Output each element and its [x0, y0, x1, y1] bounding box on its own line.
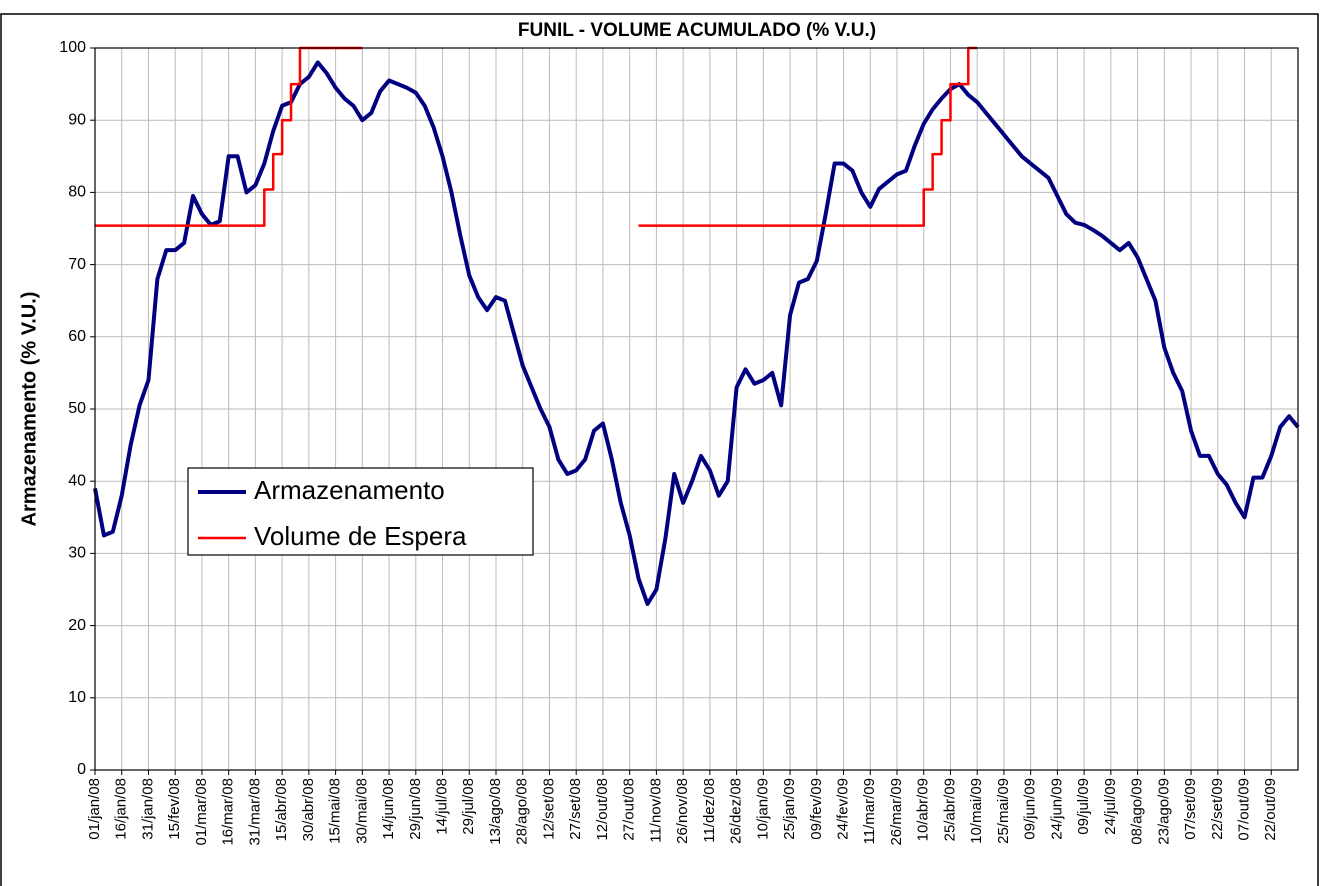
y-tick-label: 10: [68, 689, 86, 706]
y-tick-label: 40: [68, 472, 86, 489]
x-tick-label: 11/mar/09: [861, 778, 878, 844]
x-tick-label: 01/mar/08: [193, 778, 210, 846]
x-tick-label: 12/out/08: [594, 778, 611, 841]
y-tick-label: 50: [68, 400, 86, 417]
y-tick-label: 90: [68, 111, 86, 128]
chart-frame: [0, 13, 1319, 886]
x-tick-label: 31/mar/08: [246, 778, 263, 846]
x-tick-label: 14/jul/08: [434, 778, 451, 835]
x-tick-label: 29/jul/08: [460, 778, 477, 835]
legend-box: [187, 467, 534, 556]
x-tick-label: 24/jul/09: [1102, 778, 1119, 835]
x-tick-label: 16/mar/08: [220, 778, 237, 846]
x-tick-label: 13/ago/08: [487, 778, 504, 845]
x-tick-label: 11/dez/08: [701, 778, 718, 843]
legend-label: Armazenamento: [254, 475, 445, 505]
x-tick-label: 07/set/09: [1182, 778, 1199, 840]
x-tick-label: 01/jan/08: [86, 778, 103, 840]
y-tick-label: 80: [68, 184, 86, 201]
x-tick-label: 07/out/09: [1236, 778, 1253, 841]
x-tick-label: 30/mai/08: [353, 778, 370, 844]
x-tick-label: 25/abr/09: [941, 778, 958, 841]
x-tick-label: 15/fev/08: [166, 778, 183, 840]
x-tick-label: 29/jun/08: [407, 778, 424, 840]
x-tick-label: 10/abr/09: [915, 778, 932, 841]
x-tick-label: 12/set/08: [540, 778, 557, 840]
y-axis-label: Armazenamento (% V.U.): [18, 292, 40, 527]
x-tick-label: 26/dez/08: [728, 778, 745, 844]
x-tick-label: 22/out/09: [1262, 778, 1279, 841]
legend-label: Volume de Espera: [254, 521, 467, 551]
y-tick-label: 70: [68, 256, 86, 273]
x-tick-label: 15/abr/08: [273, 778, 290, 841]
x-tick-label: 14/jun/08: [380, 778, 397, 840]
x-tick-label: 09/jul/09: [1075, 778, 1092, 835]
x-tick-label: 08/ago/09: [1129, 778, 1146, 845]
x-tick-label: 10/jan/09: [754, 778, 771, 840]
x-tick-label: 27/set/08: [567, 778, 584, 840]
x-tick-label: 28/ago/08: [514, 778, 531, 845]
x-tick-label: 26/mar/09: [888, 778, 905, 846]
x-tick-label: 15/mai/08: [327, 778, 344, 844]
x-tick-label: 24/fev/09: [835, 778, 852, 840]
x-tick-label: 23/ago/09: [1155, 778, 1172, 845]
grid: 0 10 20 30 40 50 60 70 80 90 100 01/jan/08 16/jan/08…: [59, 39, 1298, 846]
y-tick-label: 30: [68, 545, 86, 562]
x-tick-label: 30/abr/08: [300, 778, 317, 841]
y-tick-label: 100: [59, 39, 86, 56]
chart-title: FUNIL - VOLUME ACUMULADO (% V.U.): [518, 20, 876, 41]
y-tick-label: 60: [68, 328, 86, 345]
x-tick-label: 09/jun/09: [1022, 778, 1039, 840]
x-tick-label: 25/mai/09: [995, 778, 1012, 844]
legend: Armazenamento Volume de Espera: [187, 467, 534, 556]
x-tick-label: 09/fev/09: [808, 778, 825, 840]
x-tick-label: 10/mai/09: [968, 778, 985, 844]
series-line: [93, 60, 1300, 606]
x-tick-label: 26/nov/08: [674, 778, 691, 844]
y-tick-label: 20: [68, 617, 86, 634]
x-tick-label: 31/jan/08: [139, 778, 156, 840]
x-tick-label: 25/jan/09: [781, 778, 798, 840]
x-tick-label: 24/jun/09: [1048, 778, 1065, 840]
x-tick-label: 11/nov/08: [647, 778, 664, 843]
y-tick-label: 0: [77, 761, 86, 778]
x-tick-label: 22/set/09: [1209, 778, 1226, 840]
plot-frame: [94, 47, 1299, 771]
x-tick-label: 27/out/08: [621, 778, 638, 841]
x-tick-label: 16/jan/08: [113, 778, 130, 840]
